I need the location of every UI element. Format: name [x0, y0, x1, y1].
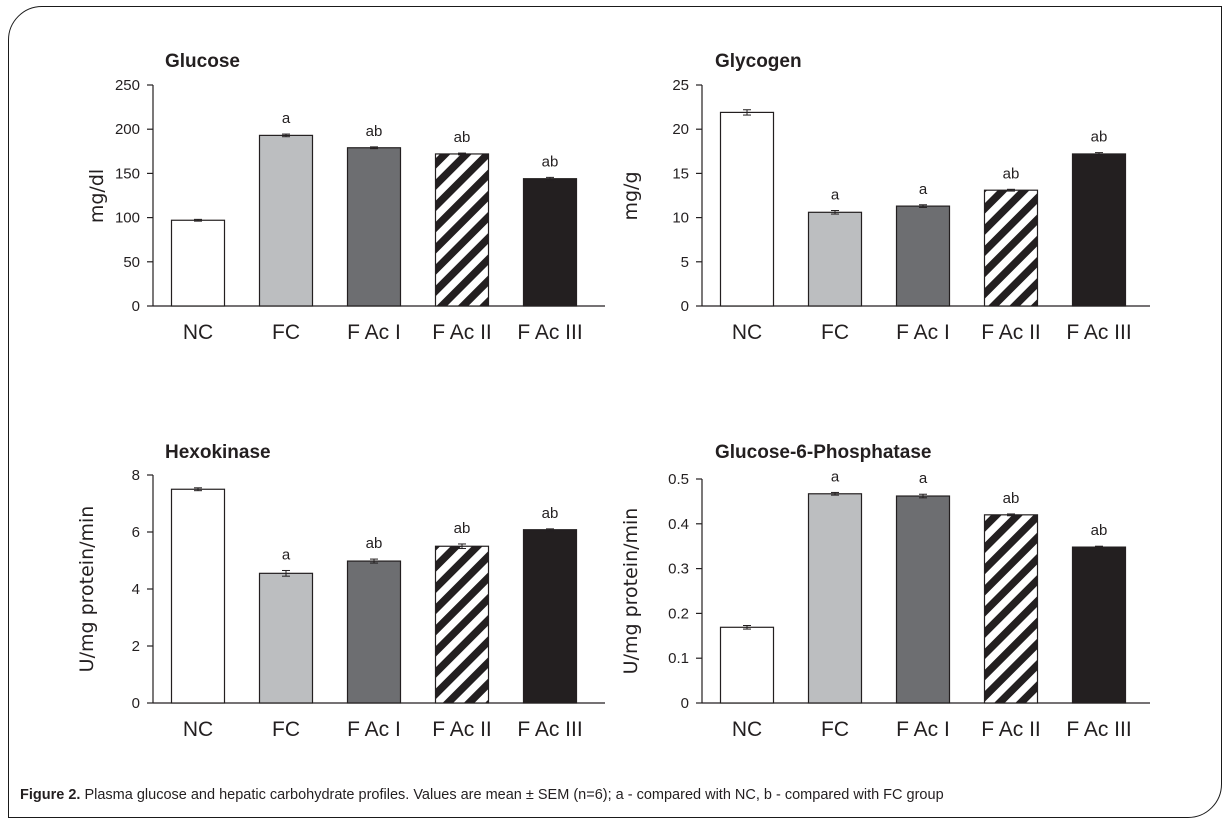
- bar-nc: [719, 626, 775, 704]
- chart-panel-3: Hexokinase U/mg protein/min 0 2 4 6 8 NC a FC ab F …: [76, 442, 605, 741]
- x-tick-label: F Ac I: [896, 718, 950, 741]
- significance-label: ab: [1003, 165, 1020, 182]
- bar-nc: [719, 111, 775, 307]
- bar-f-ac-ii: [434, 545, 490, 704]
- y-tick-label: 0: [132, 695, 140, 712]
- bar-fc: [258, 134, 314, 307]
- significance-label: ab: [542, 153, 559, 170]
- x-tick-label: F Ac I: [347, 321, 401, 344]
- x-tick-label: F Ac III: [1066, 321, 1131, 344]
- significance-label: ab: [454, 129, 471, 146]
- bar-f-ac-ii: [983, 189, 1039, 307]
- chart-title: Hexokinase: [165, 442, 271, 463]
- y-tick-label: 15: [672, 165, 689, 182]
- y-tick-label: 0.1: [668, 650, 689, 667]
- y-tick-label: 10: [672, 210, 689, 227]
- y-tick-label: 50: [123, 254, 140, 271]
- caption-label: Figure 2.: [20, 787, 81, 803]
- x-tick-label: F Ac III: [517, 321, 582, 344]
- y-tick-label: 20: [672, 121, 689, 138]
- bar-f-ac-iii: [522, 529, 578, 704]
- significance-label: a: [919, 470, 928, 487]
- y-tick-label: 2: [132, 638, 140, 655]
- y-tick-label: 0: [132, 298, 140, 315]
- significance-label: a: [282, 546, 291, 563]
- y-tick-label: 0.2: [668, 605, 689, 622]
- chart-panel-1: Glucose mg/dl 0 50 100 150 200 250 NC a FC ab F Ac I…: [86, 51, 605, 344]
- y-axis-label: mg/dl: [86, 169, 108, 223]
- x-tick-label: F Ac II: [981, 321, 1041, 344]
- bar-fc: [807, 493, 863, 704]
- y-tick-label: 250: [115, 77, 140, 94]
- x-tick-label: FC: [821, 718, 849, 741]
- caption-text: Plasma glucose and hepatic carbohydrate …: [84, 787, 944, 803]
- x-tick-label: F Ac I: [347, 718, 401, 741]
- bar-fc: [807, 211, 863, 307]
- y-axis-label: U/mg protein/min: [620, 508, 642, 675]
- bar-f-ac-i: [895, 495, 951, 704]
- y-tick-label: 5: [681, 254, 689, 271]
- x-tick-label: NC: [732, 718, 762, 741]
- x-tick-label: F Ac II: [432, 321, 492, 344]
- y-tick-label: 0: [681, 298, 689, 315]
- y-tick-label: 100: [115, 210, 140, 227]
- significance-label: ab: [1003, 490, 1020, 507]
- y-tick-label: 0.4: [668, 516, 689, 533]
- x-tick-label: F Ac III: [517, 718, 582, 741]
- bar-f-ac-i: [346, 560, 402, 704]
- x-tick-label: FC: [821, 321, 849, 344]
- y-tick-label: 4: [132, 581, 140, 598]
- y-axis-label: U/mg protein/min: [76, 506, 98, 673]
- y-tick-label: 0: [681, 695, 689, 712]
- chart-panel-4: Glucose-6-Phosphatase U/mg protein/min 0 0.…: [620, 442, 1150, 741]
- bar-fc: [258, 572, 314, 704]
- y-tick-label: 8: [132, 467, 140, 484]
- bar-f-ac-i: [346, 147, 402, 307]
- bar-f-ac-iii: [1071, 153, 1127, 307]
- y-tick-label: 150: [115, 165, 140, 182]
- significance-label: ab: [1091, 522, 1108, 539]
- y-tick-label: 0.5: [668, 471, 689, 488]
- y-tick-label: 200: [115, 121, 140, 138]
- bar-f-ac-iii: [1071, 546, 1127, 704]
- x-tick-label: F Ac II: [981, 718, 1041, 741]
- significance-label: ab: [1091, 129, 1108, 146]
- y-tick-label: 0.3: [668, 561, 689, 578]
- significance-label: ab: [366, 123, 383, 140]
- y-tick-label: 6: [132, 524, 140, 541]
- x-tick-label: F Ac I: [896, 321, 950, 344]
- significance-label: a: [831, 187, 840, 204]
- x-tick-label: NC: [732, 321, 762, 344]
- bar-f-ac-ii: [983, 514, 1039, 704]
- x-tick-label: FC: [272, 718, 300, 741]
- figure-caption: Figure 2. Plasma glucose and hepatic car…: [20, 787, 944, 803]
- significance-label: ab: [366, 535, 383, 552]
- bar-nc: [170, 488, 226, 704]
- x-tick-label: NC: [183, 321, 213, 344]
- significance-label: ab: [454, 520, 471, 537]
- significance-label: a: [831, 468, 840, 485]
- significance-label: a: [282, 110, 291, 127]
- chart-title: Glycogen: [715, 51, 802, 72]
- x-tick-label: F Ac III: [1066, 718, 1131, 741]
- significance-label: ab: [542, 505, 559, 522]
- bar-f-ac-ii: [434, 153, 490, 307]
- y-tick-label: 25: [672, 77, 689, 94]
- bar-nc: [170, 219, 226, 307]
- x-tick-label: NC: [183, 718, 213, 741]
- x-tick-label: FC: [272, 321, 300, 344]
- chart-title: Glucose: [165, 51, 240, 72]
- y-axis-label: mg/g: [620, 171, 642, 220]
- chart-panel-2: Glycogen mg/g 0 5 10 15 20 25 NC a FC a F Ac I ab F Ac…: [620, 51, 1150, 344]
- x-tick-label: F Ac II: [432, 718, 492, 741]
- significance-label: a: [919, 181, 928, 198]
- chart-title: Glucose-6-Phosphatase: [715, 442, 931, 463]
- bar-f-ac-i: [895, 205, 951, 307]
- bar-f-ac-iii: [522, 178, 578, 307]
